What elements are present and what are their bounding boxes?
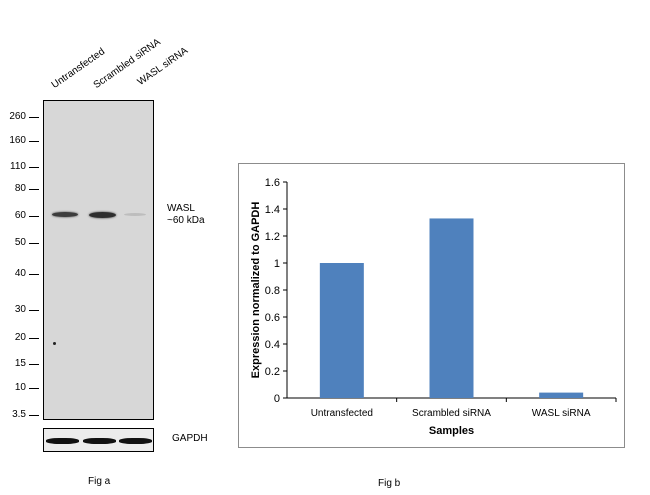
mw-marker-tick (29, 141, 39, 142)
mw-marker-label: 50 (14, 237, 26, 248)
y-tick-label: 1.4 (265, 204, 280, 216)
y-axis-title: Expression normalized to GAPDH (250, 202, 262, 379)
mw-marker-tick (29, 216, 39, 217)
y-tick-label: 1.6 (265, 177, 280, 189)
mw-marker-label: 10 (14, 382, 26, 393)
x-tick-label: WASL siRNA (532, 408, 591, 419)
wasl-band-lane-3 (124, 213, 146, 216)
mw-marker-tick (29, 117, 39, 118)
wasl-band-lane-1 (52, 212, 78, 217)
mw-marker-label: 3.5 (12, 409, 26, 420)
mw-marker-tick (29, 310, 39, 311)
caption-fig-a: Fig a (88, 476, 111, 487)
y-tick-label: 0.6 (265, 312, 280, 324)
mw-marker-label: 20 (14, 332, 26, 343)
blot-speck (53, 342, 56, 345)
wasl-band-lane-2 (89, 212, 116, 218)
mw-marker-tick (29, 415, 39, 416)
caption-fig-b: Fig b (378, 478, 401, 489)
bar-chart: 0 0.2 0.4 0.6 0.8 1 1.2 1.4 1.6 Untransfected Scra… (250, 177, 617, 437)
x-tick-label: Scrambled siRNA (412, 408, 491, 419)
y-tick-label: 0.8 (265, 285, 280, 297)
gapdh-band-lane-2 (83, 438, 116, 444)
target-size-label: ~60 kDa (167, 215, 205, 226)
lane-label-scrambled: Scrambled siRNA (91, 36, 163, 91)
y-tick-label: 0 (274, 393, 280, 405)
mw-marker-label: 15 (14, 358, 26, 369)
gapdh-band-lane-3 (119, 438, 152, 444)
x-axis-title: Samples (429, 425, 474, 437)
mw-marker-tick (29, 274, 39, 275)
mw-marker-tick (29, 388, 39, 389)
bar (429, 218, 474, 398)
mw-marker-tick (29, 338, 39, 339)
mw-marker-label: 60 (14, 210, 26, 221)
chart-frame: 0 0.2 0.4 0.6 0.8 1 1.2 1.4 1.6 Untransfected Scra… (238, 163, 625, 448)
mw-marker-tick (29, 243, 39, 244)
mw-marker-label: 260 (9, 111, 26, 122)
mw-marker-tick (29, 167, 39, 168)
mw-marker-label: 30 (14, 304, 26, 315)
gapdh-blot-panel (43, 428, 154, 452)
x-tick-label: Untransfected (311, 408, 373, 419)
mw-marker-tick (29, 189, 39, 190)
mw-marker-label: 80 (14, 183, 26, 194)
mw-marker-label: 40 (14, 268, 26, 279)
gapdh-band-lane-1 (46, 438, 79, 444)
western-blot-panel (43, 100, 154, 420)
mw-marker-label: 160 (9, 135, 26, 146)
gapdh-label: GAPDH (172, 433, 208, 444)
mw-marker-label: 110 (10, 161, 26, 172)
y-tick-label: 0.2 (265, 366, 280, 378)
y-tick-label: 1 (274, 258, 280, 270)
target-label: WASL (167, 203, 195, 214)
y-tick-label: 0.4 (265, 339, 280, 351)
mw-marker-tick (29, 364, 39, 365)
y-tick-label: 1.2 (265, 231, 280, 243)
bar (539, 392, 584, 398)
bar (319, 263, 364, 398)
